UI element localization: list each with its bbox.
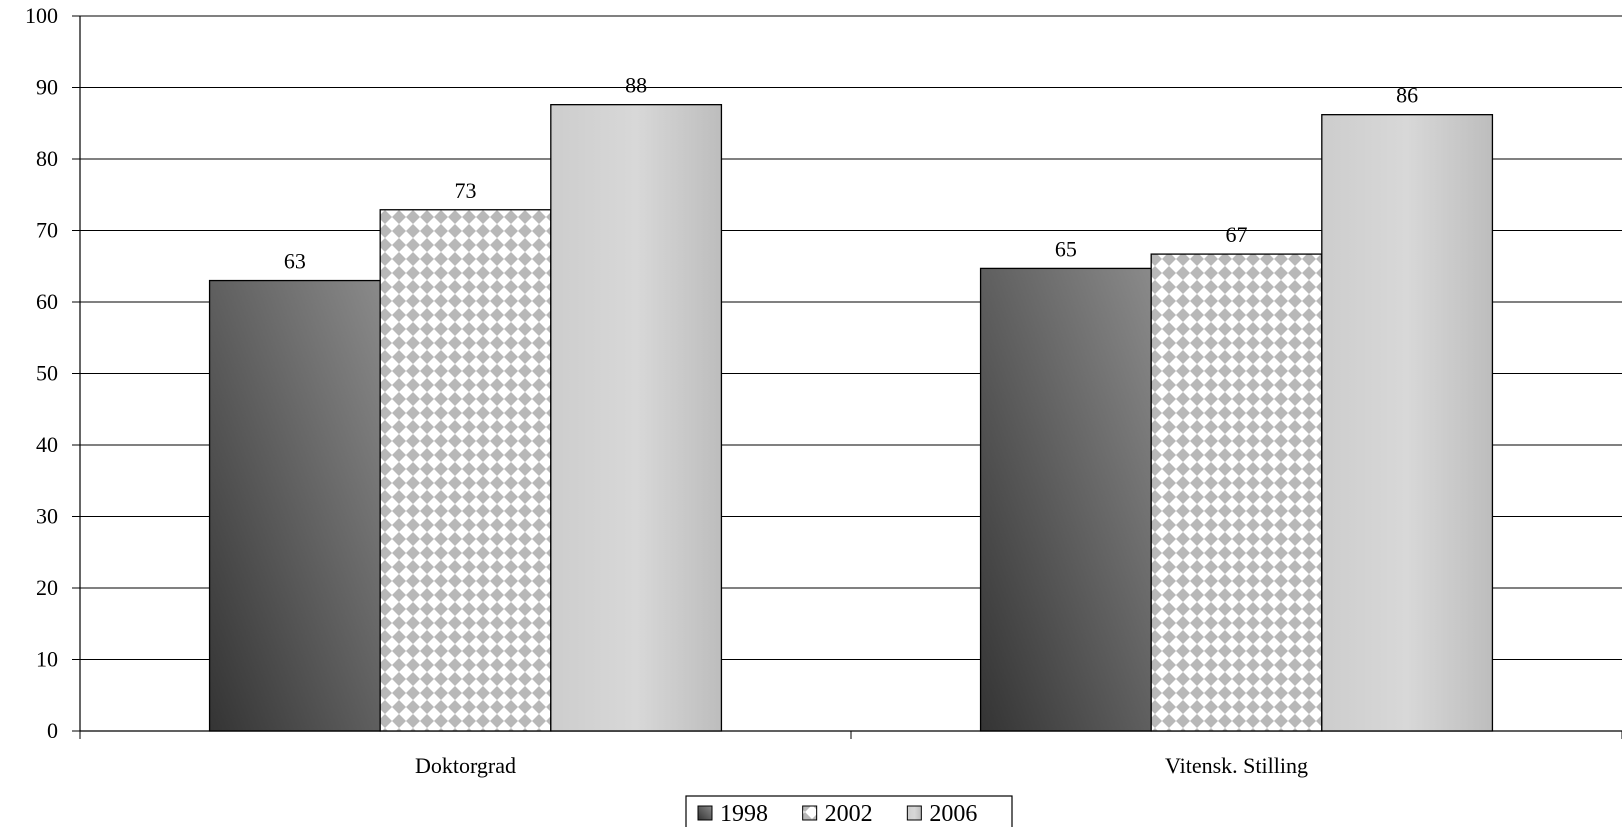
x-category-label: Vitensk. Stilling bbox=[1165, 753, 1308, 778]
legend-box bbox=[685, 795, 1013, 830]
y-tick-label: 30 bbox=[36, 504, 58, 529]
bar-2006-doktorgrad bbox=[550, 104, 723, 732]
legend-label-1998: 1998 bbox=[720, 801, 768, 827]
x-category-label: Doktorgrad bbox=[415, 753, 516, 778]
y-tick-label: 0 bbox=[47, 718, 58, 743]
legend-swatch-1998 bbox=[697, 805, 713, 821]
y-tick-label: 10 bbox=[36, 647, 58, 672]
legend-label-2006: 2006 bbox=[929, 801, 977, 827]
y-tick-label: 40 bbox=[36, 432, 58, 457]
y-tick-label: 100 bbox=[25, 3, 58, 28]
bar-1998-vitensk-stilling bbox=[979, 267, 1152, 732]
bar-2006-vitensk-stilling bbox=[1321, 114, 1494, 732]
legend-label-2002: 2002 bbox=[825, 801, 873, 827]
data-label: 63 bbox=[284, 249, 306, 274]
y-tick-label: 70 bbox=[36, 218, 58, 243]
y-tick-label: 80 bbox=[36, 146, 58, 171]
y-tick-label: 20 bbox=[36, 575, 58, 600]
data-label: 88 bbox=[625, 73, 647, 98]
bar-2002-vitensk-stilling bbox=[1150, 253, 1323, 732]
data-label: 86 bbox=[1396, 83, 1418, 108]
data-label: 73 bbox=[455, 178, 477, 203]
legend-swatch-2006 bbox=[906, 805, 922, 821]
y-tick-label: 50 bbox=[36, 361, 58, 386]
y-tick-label: 90 bbox=[36, 75, 58, 100]
bar-2002-doktorgrad bbox=[379, 209, 552, 732]
data-label: 65 bbox=[1055, 236, 1077, 261]
legend-swatch-2002 bbox=[802, 805, 818, 821]
bar-1998-doktorgrad bbox=[208, 279, 381, 732]
y-tick-label: 60 bbox=[36, 289, 58, 314]
data-label: 67 bbox=[1226, 222, 1248, 247]
